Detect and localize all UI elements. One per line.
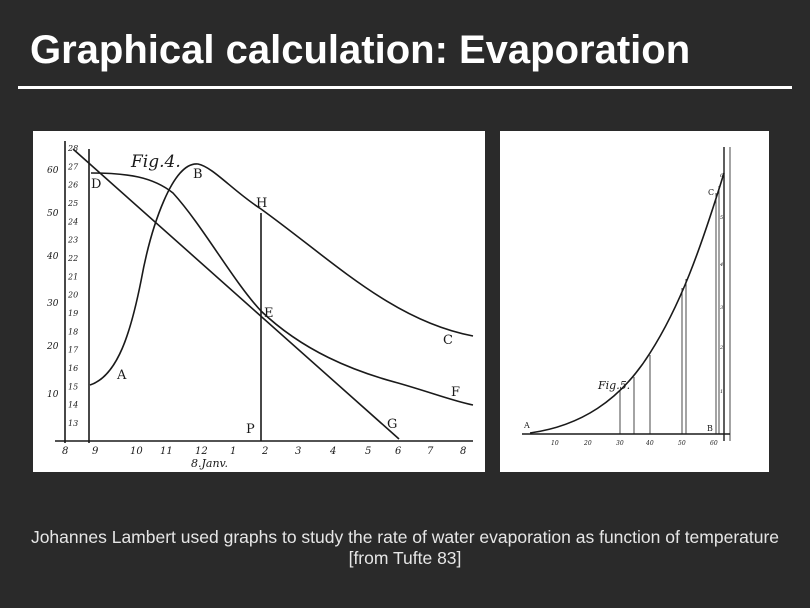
fig4-inner-tick: 18 <box>68 327 78 336</box>
slide-title: Graphical calculation: Evaporation <box>30 28 691 72</box>
fig4-point-f: F <box>451 385 460 400</box>
fig5-point-b: B <box>707 424 713 433</box>
fig4-point-a: A <box>116 368 127 383</box>
fig4-label: Fig.4. <box>130 152 181 172</box>
fig5-right-tick: 2 <box>719 345 723 351</box>
title-divider <box>18 86 792 89</box>
fig4-point-h: H <box>256 196 267 211</box>
fig5-right-ticks: 6 5 4 3 2 1 <box>719 173 724 395</box>
fig4-inner-tick: 25 <box>67 199 78 208</box>
fig5-x-ticks: 10 20 30 40 50 60 <box>551 440 718 447</box>
fig4-x-tick: 5 <box>365 446 371 457</box>
fig4-x-tick: 7 <box>427 446 434 457</box>
fig4-x-tick: 4 <box>329 446 336 457</box>
fig4-inner-tick: 16 <box>68 364 78 373</box>
fig4-x-tick: 9 <box>92 446 99 457</box>
fig4-inner-tick: 22 <box>67 254 78 263</box>
fig4-x-tick: 3 <box>295 446 301 457</box>
fig4-x-tick: 11 <box>160 446 173 457</box>
fig5-x-tick: 50 <box>678 440 686 447</box>
fig4-x-tick: 12 <box>195 446 208 457</box>
fig4-inner-tick: 24 <box>67 217 78 226</box>
fig4-left-tick: 30 <box>47 299 59 309</box>
fig4-inner-tick: 13 <box>68 419 78 428</box>
fig4-point-g: G <box>387 417 397 432</box>
fig4-point-d: D <box>91 177 101 192</box>
figure-5-image: Fig.5. A B C 10 20 30 40 50 60 6 5 4 3 2 1 <box>500 131 769 472</box>
fig4-point-b: B <box>193 167 203 182</box>
fig4-left-tick: 50 <box>47 209 59 219</box>
fig5-point-c: C <box>708 188 714 197</box>
fig5-right-tick: 5 <box>720 215 723 221</box>
fig4-point-e: E <box>264 306 274 321</box>
fig4-inner-tick: 20 <box>67 291 78 300</box>
fig4-x-tick: 8 <box>460 446 466 457</box>
fig5-x-tick: 20 <box>583 440 592 447</box>
fig5-right-tick: 1 <box>720 389 723 395</box>
fig5-x-tick: 10 <box>551 440 559 447</box>
fig4-x-tick: 6 <box>395 446 402 457</box>
figure-4-drawing: Fig.4. B D H E C A F G P 8.Janv. 8 9 10 11 1… <box>46 141 474 470</box>
fig4-x-ticks: 8 9 10 11 12 1 2 3 4 5 6 7 8 <box>62 446 466 457</box>
fig4-date-label: 8.Janv. <box>191 457 228 470</box>
fig4-inner-tick: 23 <box>67 236 78 245</box>
fig4-inner-tick: 26 <box>67 181 78 190</box>
slide-caption: Johannes Lambert used graphs to study th… <box>30 527 780 568</box>
fig4-left-tick: 40 <box>46 252 59 262</box>
fig5-right-tick: 6 <box>720 173 724 179</box>
fig5-x-tick: 30 <box>616 440 624 447</box>
fig4-x-tick: 10 <box>130 446 143 457</box>
fig4-x-tick: 8 <box>62 446 68 457</box>
fig4-inner-tick: 19 <box>68 309 78 318</box>
fig4-inner-tick: 28 <box>67 144 78 153</box>
fig5-x-tick: 40 <box>645 440 654 447</box>
fig4-x-tick: 1 <box>230 446 236 457</box>
fig4-left-tick: 10 <box>47 390 59 400</box>
fig4-inner-tick: 17 <box>68 346 79 355</box>
fig4-inner-ticks: 28 27 26 25 24 23 22 21 20 19 18 17 16 15 14 13 <box>67 144 79 428</box>
fig5-label: Fig.5. <box>597 379 630 392</box>
fig4-inner-tick: 21 <box>67 272 78 281</box>
fig4-x-tick: 2 <box>261 446 268 457</box>
fig4-left-tick: 60 <box>47 166 59 176</box>
fig4-inner-tick: 27 <box>67 162 79 171</box>
fig5-right-tick: 3 <box>720 305 723 311</box>
fig4-inner-tick: 15 <box>68 382 78 391</box>
fig5-point-a: A <box>523 421 530 430</box>
fig4-left-ticks: 60 50 40 30 20 10 <box>46 166 59 400</box>
fig4-point-p: P <box>246 422 255 437</box>
figure-5-drawing: Fig.5. A B C 10 20 30 40 50 60 6 5 4 3 2 1 <box>522 147 731 447</box>
fig4-left-tick: 20 <box>46 342 59 352</box>
fig5-x-tick: 60 <box>710 440 718 447</box>
fig4-inner-tick: 14 <box>68 401 78 410</box>
fig5-right-tick: 4 <box>719 262 723 268</box>
fig4-point-c: C <box>443 333 453 348</box>
figure-4-image: Fig.4. B D H E C A F G P 8.Janv. 8 9 10 11 1… <box>33 131 485 472</box>
